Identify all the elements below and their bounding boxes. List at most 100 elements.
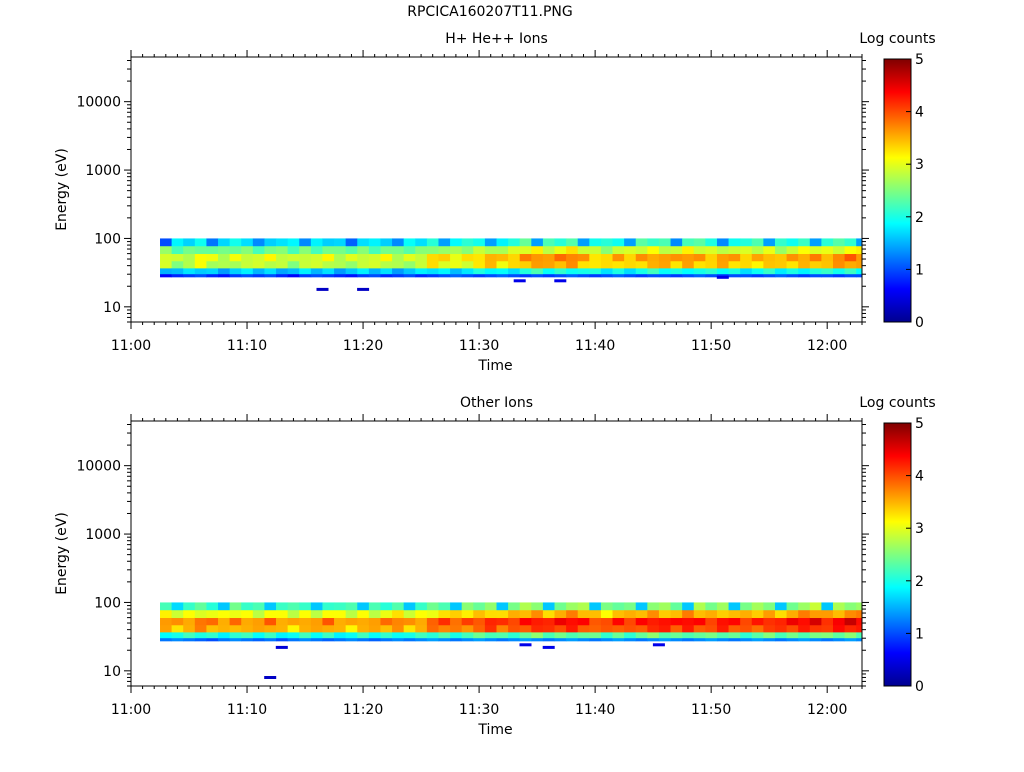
heatmap-cell	[426, 624, 439, 633]
heatmap-cell	[496, 631, 509, 639]
sparse-count-mark	[652, 643, 665, 647]
heatmap-cell	[589, 609, 602, 619]
heatmap-cell	[658, 260, 671, 269]
heatmap-cell	[774, 617, 787, 626]
heatmap-cell	[508, 260, 521, 269]
heatmap-cell	[206, 260, 219, 269]
heatmap-cell	[542, 260, 555, 269]
heatmap-cell	[450, 253, 463, 262]
heatmap-cell	[171, 609, 184, 619]
heatmap-low-row-cell	[670, 274, 683, 278]
heatmap-cell	[194, 245, 207, 255]
heatmap-cell	[519, 267, 532, 275]
heatmap-cell	[844, 624, 857, 633]
heatmap-cell	[484, 602, 497, 611]
heatmap-cell	[334, 267, 347, 275]
heatmap-cell	[426, 245, 439, 255]
x-tick-label: 11:30	[459, 338, 499, 354]
heatmap-cell	[461, 631, 474, 639]
heatmap-cell	[612, 609, 625, 619]
heatmap-cell	[740, 617, 753, 626]
heatmap-cell	[542, 624, 555, 633]
heatmap-cell	[821, 260, 834, 269]
heatmap-cell	[856, 260, 863, 269]
heatmap-cell	[716, 631, 729, 639]
heatmap-cell	[658, 609, 671, 619]
heatmap-cell	[751, 267, 764, 275]
heatmap-cell	[740, 267, 753, 275]
heatmap-cell	[426, 631, 439, 639]
heatmap-cell	[542, 631, 555, 639]
heatmap-low-row-cell	[832, 274, 845, 278]
heatmap-cell	[774, 602, 787, 611]
heatmap-cell	[461, 617, 474, 626]
heatmap-cell	[658, 602, 671, 611]
heatmap-cell	[229, 253, 242, 262]
heatmap-cell	[774, 260, 787, 269]
heatmap-cell	[322, 267, 335, 275]
heatmap-cell	[844, 617, 857, 626]
heatmap-cell	[577, 245, 590, 255]
heatmap-cell	[647, 617, 660, 626]
heatmap-cell	[693, 238, 706, 247]
heatmap-cell	[554, 602, 567, 611]
heatmap-low-row-cell	[287, 638, 300, 642]
heatmap-cell	[635, 260, 648, 269]
heatmap-cell	[774, 267, 787, 275]
heatmap-low-row-cell	[809, 274, 822, 278]
heatmap-low-row-cell	[380, 638, 393, 642]
heatmap-cell	[577, 267, 590, 275]
heatmap-cell	[229, 602, 242, 611]
heatmap-cell	[577, 238, 590, 247]
heatmap-cell	[183, 260, 196, 269]
heatmap-low-row-cell	[566, 274, 579, 278]
heatmap-cell	[809, 245, 822, 255]
heatmap-low-row-cell	[345, 638, 358, 642]
heatmap-low-row-cell	[229, 638, 242, 642]
heatmap-low-row-cell	[844, 274, 857, 278]
heatmap-cell	[276, 260, 289, 269]
heatmap-cell	[682, 267, 695, 275]
heatmap-cell	[194, 602, 207, 611]
heatmap-cell	[160, 260, 173, 269]
heatmap-cell	[682, 609, 695, 619]
heatmap-low-row-cell	[334, 638, 347, 642]
colorbar-tick-label: 3	[915, 157, 924, 173]
heatmap-cell	[832, 267, 845, 275]
heatmap-cell	[171, 245, 184, 255]
colorbar-tick-label: 4	[915, 469, 924, 485]
heatmap-cell	[252, 609, 265, 619]
heatmap-low-row-cell	[252, 638, 265, 642]
heatmap-cell	[600, 602, 613, 611]
heatmap-cell	[426, 267, 439, 275]
heatmap-cell	[589, 617, 602, 626]
heatmap-cell	[484, 624, 497, 633]
x-tick-label: 11:10	[227, 702, 267, 718]
heatmap-cell	[508, 602, 521, 611]
heatmap-cell	[728, 238, 741, 247]
heatmap-cell	[218, 238, 231, 247]
heatmap-cell	[484, 609, 497, 619]
heatmap-cell	[368, 238, 381, 247]
heatmap-cell	[774, 624, 787, 633]
heatmap-low-row-cell	[763, 638, 776, 642]
heatmap-cell	[635, 617, 648, 626]
heatmap-cell	[612, 245, 625, 255]
heatmap-cell	[392, 609, 405, 619]
heatmap-cell	[450, 631, 463, 639]
plot-frame	[130, 56, 863, 323]
heatmap-cell	[287, 609, 300, 619]
sparse-count-mark	[519, 643, 532, 647]
colorbar-tick-label: 1	[915, 626, 924, 642]
heatmap-cell	[682, 617, 695, 626]
heatmap-low-row-cell	[856, 638, 863, 642]
heatmap-cell	[774, 238, 787, 247]
heatmap-cell	[426, 260, 439, 269]
heatmap-cell	[589, 260, 602, 269]
heatmap-low-row-cell	[345, 274, 358, 278]
x-axis-label: Time	[477, 358, 512, 374]
heatmap-cell	[206, 617, 219, 626]
y-tick-label: 1000	[85, 163, 121, 179]
heatmap-cell	[322, 245, 335, 255]
